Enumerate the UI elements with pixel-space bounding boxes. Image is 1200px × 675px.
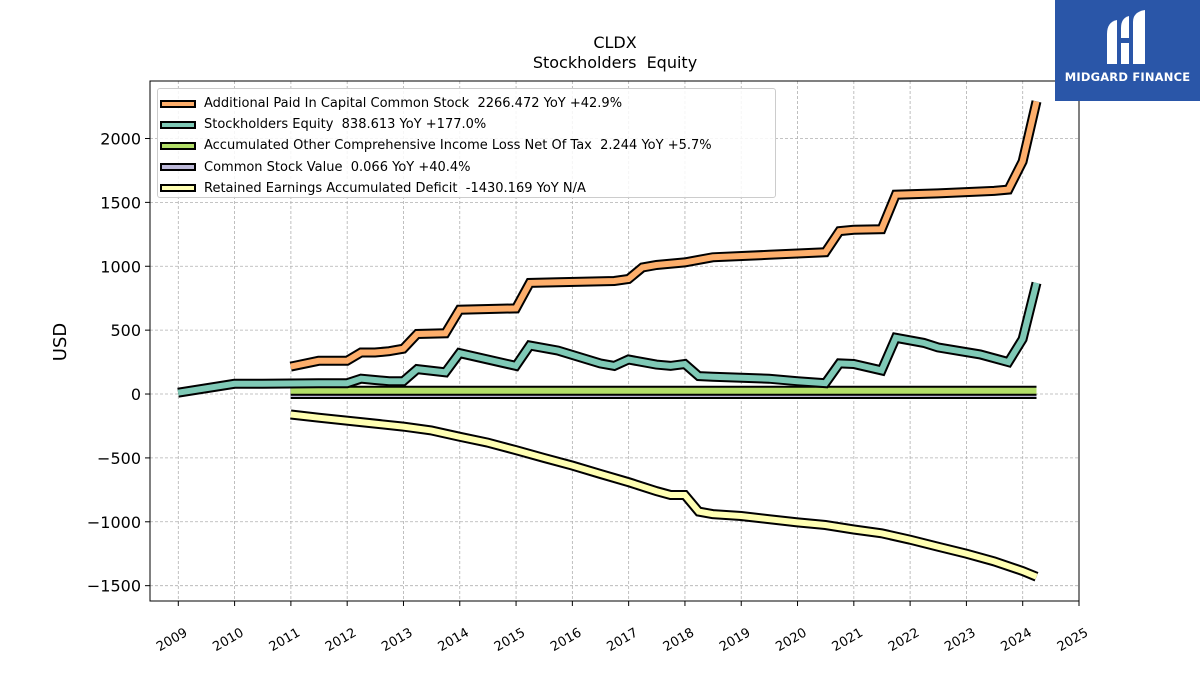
legend-swatch-aoci <box>160 141 196 150</box>
x-tick-label: 2020 <box>773 625 809 655</box>
x-tick-label: 2022 <box>886 625 922 655</box>
plot-frame <box>149 80 1080 602</box>
x-tick-label: 2024 <box>999 625 1035 655</box>
legend-item-aoci: Accumulated Other Comprehensive Income L… <box>158 135 775 156</box>
y-tick-label: 2000 <box>100 129 141 148</box>
x-tick-label: 2023 <box>942 625 978 655</box>
y-tick-label: 1000 <box>100 257 141 276</box>
legend-label-common-stock: Common Stock Value 0.066 YoY +40.4% <box>204 159 471 175</box>
x-tick-label: 2018 <box>661 625 697 655</box>
y-tick-label: 1500 <box>100 193 141 212</box>
y-axis: −1500 −1000 −500 0 500 1000 1500 2000 <box>87 129 150 596</box>
x-tick-label: 2015 <box>492 625 528 655</box>
legend-label-aoci: Accumulated Other Comprehensive Income L… <box>204 138 712 154</box>
x-tick-label: 2013 <box>379 625 415 655</box>
y-tick-label: 500 <box>110 321 141 340</box>
x-tick-label: 2009 <box>154 625 190 655</box>
y-tick-label: 0 <box>131 385 141 404</box>
legend-item-apic: Additional Paid In Capital Common Stock … <box>158 93 775 114</box>
y-tick-label: −1000 <box>87 513 141 532</box>
series-line-apic <box>290 100 1040 370</box>
y-tick-label: −1500 <box>87 577 141 596</box>
legend-label-retained-earnings: Retained Earnings Accumulated Deficit -1… <box>204 180 586 196</box>
x-tick-label: 2016 <box>548 625 584 655</box>
x-tick-label: 2014 <box>436 625 472 655</box>
midgard-logo-icon <box>1107 10 1145 64</box>
legend-swatch-apic <box>160 99 196 108</box>
series-line-stockholders-equity <box>177 282 1040 396</box>
legend-item-retained-earnings: Retained Earnings Accumulated Deficit -1… <box>158 178 775 199</box>
x-tick-label: 2019 <box>717 625 753 655</box>
legend-label-stockholders-equity: Stockholders Equity 838.613 YoY +177.0% <box>204 117 487 133</box>
brand-name: MIDGARD FINANCE <box>1064 70 1191 84</box>
legend-swatch-common-stock <box>160 163 196 172</box>
x-tick-label: 2021 <box>830 625 866 655</box>
y-axis-label: USD <box>50 323 71 361</box>
x-tick-label: 2012 <box>323 625 359 655</box>
x-axis: 2009 2010 2011 2012 2013 2014 2015 2016 2017 2018… <box>154 601 1091 655</box>
series-line-retained-earnings <box>290 411 1038 580</box>
chart-subtitle: Stockholders Equity <box>533 53 697 72</box>
midgard-finance-logo: MIDGARD FINANCE <box>1055 0 1200 101</box>
legend-label-apic: Additional Paid In Capital Common Stock … <box>204 96 623 112</box>
legend-swatch-stockholders-equity <box>160 120 196 129</box>
y-tick-label: −500 <box>97 449 141 468</box>
legend-item-stockholders-equity: Stockholders Equity 838.613 YoY +177.0% <box>158 114 775 135</box>
legend-item-common-stock: Common Stock Value 0.066 YoY +40.4% <box>158 157 775 178</box>
legend-swatch-retained-earnings <box>160 184 196 193</box>
chart-title: CLDX <box>593 33 636 52</box>
series-layer <box>177 100 1042 582</box>
x-tick-label: 2017 <box>604 625 640 655</box>
x-tick-label: 2011 <box>267 625 303 655</box>
chart-legend: Additional Paid In Capital Common Stock … <box>157 88 776 198</box>
x-tick-label: 2010 <box>210 625 246 655</box>
x-tick-label: 2025 <box>1055 625 1091 655</box>
